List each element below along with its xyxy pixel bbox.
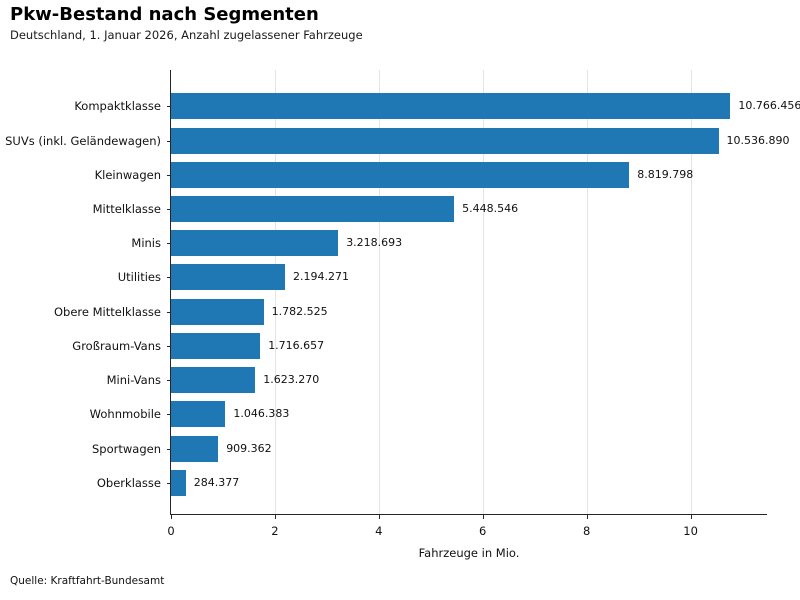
bar-utilities: [171, 264, 285, 291]
bar-sportwagen: [171, 435, 219, 462]
value-label: 8.819.798: [637, 167, 694, 181]
gridline: [274, 70, 276, 514]
y-tick-mark: [167, 277, 171, 279]
bar-obere-mittelklasse: [171, 298, 264, 325]
value-label: 1.782.525: [271, 304, 328, 318]
category-label: Utilities: [117, 270, 161, 285]
bar-kompaktklasse: [171, 93, 731, 120]
category-label: Wohnmobile: [89, 407, 161, 422]
category-label: Oberklasse: [96, 475, 161, 490]
gridline: [482, 70, 484, 514]
bar-minis: [171, 230, 339, 257]
gridline: [586, 70, 588, 514]
bar-mittelklasse: [171, 195, 455, 222]
category-label: Obere Mittelklasse: [54, 304, 161, 319]
chart-subtitle: Deutschland, 1. Januar 2026, Anzahl zuge…: [10, 28, 363, 42]
value-label: 10.766.456: [738, 99, 800, 113]
category-label: SUVs (inkl. Geländewagen): [5, 133, 161, 148]
y-tick-mark: [167, 208, 171, 210]
value-label: 1.046.383: [233, 407, 290, 421]
gridline: [378, 70, 380, 514]
y-tick-mark: [167, 448, 171, 450]
x-tick-mark: [274, 515, 276, 519]
y-tick-mark: [167, 345, 171, 347]
gridline: [690, 70, 692, 514]
x-tick-label: 2: [271, 524, 279, 538]
value-label: 1.716.657: [268, 338, 325, 352]
y-tick-mark: [167, 482, 171, 484]
x-tick-label: 10: [683, 524, 698, 538]
plot-area: Fahrzeuge in Mio. 10.766.456 Kompaktklass…: [5, 70, 800, 560]
category-label: Minis: [131, 236, 161, 251]
value-label: 3.218.693: [346, 236, 403, 250]
x-tick-mark: [690, 515, 692, 519]
y-tick-mark: [167, 311, 171, 313]
value-label: 909.362: [226, 441, 272, 455]
category-label: Sportwagen: [92, 441, 161, 456]
category-label: Mini-Vans: [106, 373, 161, 388]
value-label: 284.377: [193, 475, 240, 489]
x-tick-label: 8: [583, 524, 591, 538]
x-tick-mark: [482, 515, 484, 519]
x-tick-label: 4: [375, 524, 383, 538]
value-label: 10.536.890: [726, 133, 790, 147]
x-axis-label: Fahrzeuge in Mio.: [418, 546, 520, 560]
category-label: Kleinwagen: [94, 167, 161, 182]
x-tick-mark: [171, 515, 172, 519]
bar-oberklasse: [171, 469, 186, 496]
value-label: 5.448.546: [462, 201, 519, 215]
y-tick-mark: [167, 106, 171, 108]
x-tick-mark: [586, 515, 588, 519]
y-tick-mark: [167, 414, 171, 416]
value-label: 2.194.271: [293, 270, 349, 284]
value-label: 1.623.270: [263, 373, 320, 387]
bar-mini-vans: [171, 367, 256, 394]
bar-gro-raum-vans: [171, 332, 261, 359]
y-tick-mark: [167, 243, 171, 245]
y-tick-mark: [167, 380, 171, 382]
category-label: Großraum-Vans: [72, 338, 161, 353]
chart-title: Pkw-Bestand nach Segmenten: [10, 4, 319, 25]
y-tick-mark: [167, 140, 171, 142]
x-tick-label: 0: [167, 524, 175, 538]
source-note: Quelle: Kraftfahrt-Bundesamt: [10, 575, 165, 587]
bar-kleinwagen: [171, 161, 630, 188]
x-tick-label: 6: [479, 524, 487, 538]
bar-suvs-inkl-gel-ndewagen-: [171, 127, 719, 154]
category-label: Mittelklasse: [92, 201, 161, 216]
category-label: Kompaktklasse: [74, 99, 161, 114]
y-tick-mark: [167, 174, 171, 176]
x-tick-mark: [378, 515, 380, 519]
bar-wohnmobile: [171, 401, 226, 428]
